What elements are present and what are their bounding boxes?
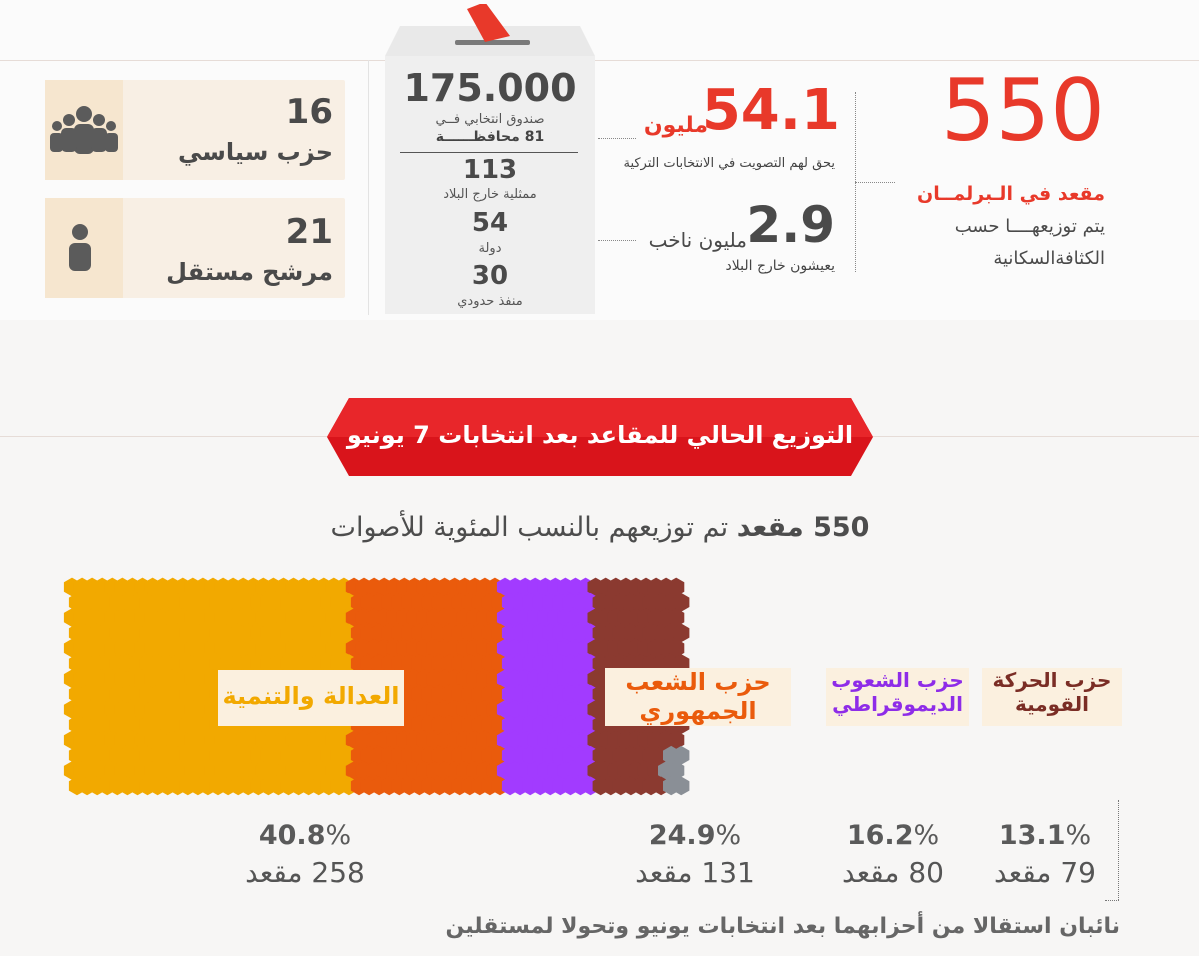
party-label-mhp-line2: القومية bbox=[1015, 692, 1089, 716]
voters-unit: مليون bbox=[643, 113, 708, 138]
abroad-voters-block: 2.9 مليون ناخب bbox=[640, 196, 835, 256]
hdp-percent-value: 16.2 bbox=[846, 820, 914, 851]
ballot-boxes-desc-2: 81 محافظــــــة bbox=[435, 129, 545, 145]
party-label-akp-line1: العدالة والتنمية bbox=[222, 682, 400, 710]
chp-percent: 24.9% bbox=[648, 820, 742, 851]
mhp-percent: 13.1% bbox=[998, 820, 1092, 851]
independents-label: مرشح مستقل bbox=[166, 258, 333, 286]
seat-hex-mhp bbox=[673, 592, 690, 612]
abroad-missions-count: 113 bbox=[462, 155, 518, 185]
seat-hex-independent bbox=[673, 776, 690, 796]
akp-percent-value: 40.8 bbox=[258, 820, 326, 851]
party-label-hdp-line1: حزب الشعوب bbox=[831, 668, 964, 692]
voters-block: 54.1 مليون bbox=[600, 78, 840, 150]
seat-hex-mhp bbox=[668, 608, 685, 627]
akp-seats: 258 مقعد bbox=[245, 856, 365, 889]
border-count: 30 bbox=[471, 261, 509, 291]
independent-connector-h bbox=[1105, 900, 1119, 901]
border-desc: منفذ حدودي bbox=[457, 294, 523, 309]
seats-desc-1: يتم توزيعهــــا حسب bbox=[954, 216, 1105, 237]
banner: التوزيع الحالي للمقاعد بعد انتخابات 7 يو… bbox=[327, 398, 873, 476]
hdp-seats: 80 مقعد bbox=[842, 856, 944, 889]
party-label-hdp-line2: الديموقراطي bbox=[832, 692, 963, 716]
ballot-boxes-desc-1: صندوق انتخابي فــي bbox=[435, 112, 545, 127]
top-divider bbox=[0, 60, 1199, 61]
seat-hex-mhp bbox=[668, 638, 685, 658]
connector-2 bbox=[598, 240, 636, 241]
seat-hex-mhp bbox=[673, 623, 690, 643]
parties-card: 16 حزب سياسي bbox=[45, 80, 345, 180]
footnote: نائبان استقالا من أحزابهما بعد انتخابات … bbox=[445, 914, 1120, 939]
party-label-chp-line2: الجمهوري bbox=[639, 696, 757, 725]
subtitle: 550 مقعد تم توزيعهم بالنسب المئوية للأصو… bbox=[250, 512, 950, 543]
abroad-missions-desc: ممثلية خارج البلاد bbox=[443, 187, 537, 202]
subtitle-rest: تم توزيعهم بالنسب المئوية للأصوات bbox=[330, 512, 729, 543]
seat-hex-independent bbox=[673, 745, 690, 765]
abroad-voters-value: 2.9 bbox=[746, 196, 835, 254]
mhp-percent-value: 13.1 bbox=[998, 820, 1066, 851]
akp-percent: 40.8% bbox=[258, 820, 352, 851]
countries-count: 54 bbox=[471, 208, 509, 238]
seats-desc-2: الكثافةالسكانية bbox=[993, 248, 1105, 269]
party-label-mhp-line1: حزب الحركة bbox=[992, 668, 1112, 692]
chp-percent-value: 24.9 bbox=[648, 820, 716, 851]
ballot-boxes-count: 175.000 bbox=[403, 66, 577, 110]
seats-label: مقعد في الـبرلمــان bbox=[917, 183, 1105, 205]
parties-label: حزب سياسي bbox=[178, 138, 333, 166]
seat-hex-mhp bbox=[668, 577, 685, 597]
party-label-chp: حزب الشعب الجمهوري bbox=[605, 668, 791, 726]
vertical-divider bbox=[368, 60, 369, 315]
seat-hex-independent bbox=[668, 761, 685, 780]
independents-count: 21 bbox=[285, 212, 333, 252]
hdp-percent: 16.2% bbox=[846, 820, 940, 851]
party-label-akp: العدالة والتنمية bbox=[218, 670, 404, 726]
party-label-mhp: حزب الحركة القومية bbox=[982, 668, 1122, 726]
independent-connector bbox=[1118, 800, 1119, 900]
abroad-voters-desc: يعيشون خارج البلاد bbox=[725, 258, 835, 274]
person-icon bbox=[45, 198, 123, 298]
people-group-icon bbox=[45, 80, 123, 180]
parties-count: 16 bbox=[285, 92, 333, 132]
seats-value: 550 bbox=[940, 61, 1105, 161]
connector-3 bbox=[855, 182, 895, 183]
voters-desc: يحق لهم التصويت في الانتخابات التركية bbox=[623, 156, 835, 171]
abroad-voters-unit: مليون ناخب bbox=[648, 228, 747, 252]
party-label-chp-line1: حزب الشعب bbox=[625, 668, 771, 696]
banner-title: التوزيع الحالي للمقاعد بعد انتخابات 7 يو… bbox=[346, 421, 854, 449]
countries-desc: دولة bbox=[478, 241, 502, 256]
ballot-box: 175.000 صندوق انتخابي فــي 81 محافظـــــ… bbox=[385, 56, 595, 314]
chp-seats: 131 مقعد bbox=[635, 856, 755, 889]
mhp-seats: 79 مقعد bbox=[994, 856, 1096, 889]
party-label-hdp: حزب الشعوب الديموقراطي bbox=[826, 668, 969, 726]
connector-1 bbox=[598, 138, 636, 139]
subtitle-bold: 550 مقعد bbox=[736, 512, 870, 543]
ballot-rule bbox=[400, 152, 578, 153]
seat-hex-chart bbox=[63, 577, 690, 796]
voters-value: 54.1 bbox=[701, 78, 840, 143]
seat-hex-mhp bbox=[668, 730, 685, 750]
ballot-box-top-icon bbox=[385, 2, 595, 56]
independents-card: 21 مرشح مستقل bbox=[45, 198, 345, 298]
